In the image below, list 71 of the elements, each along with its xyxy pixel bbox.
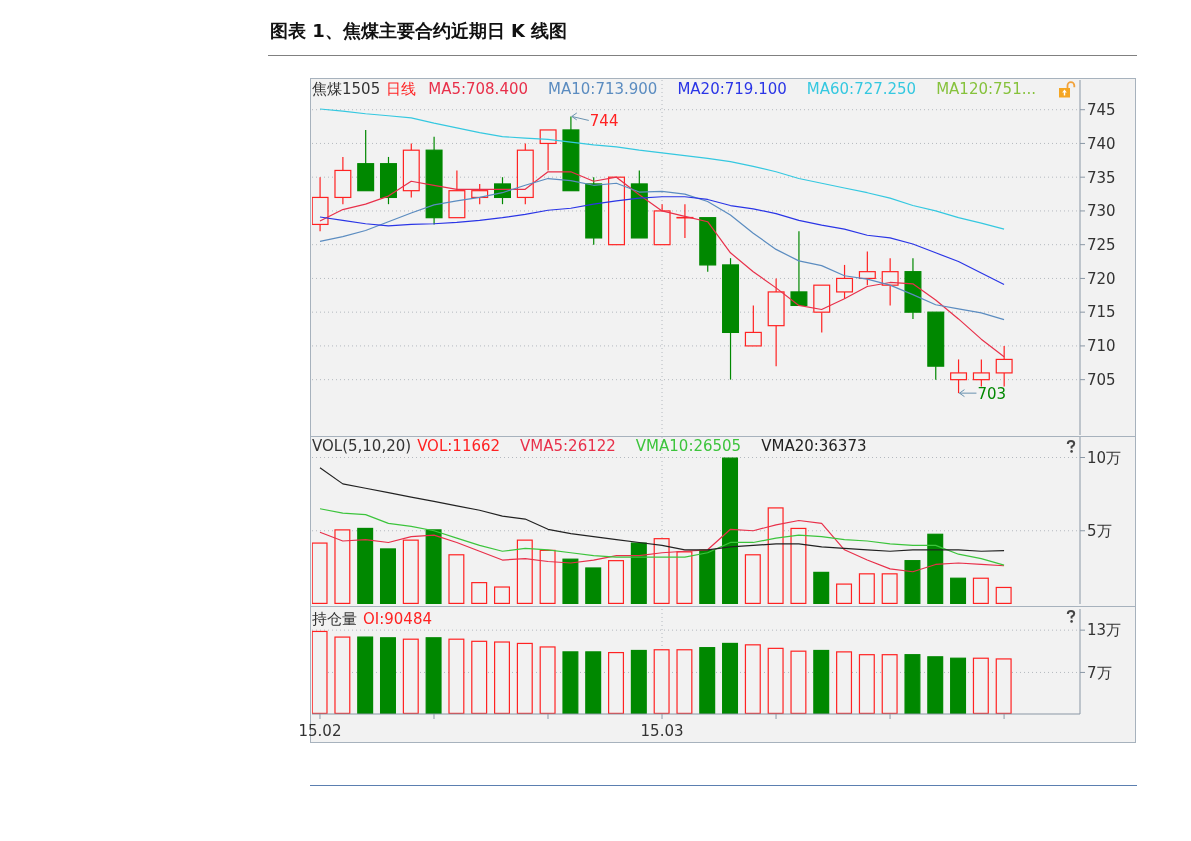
bar xyxy=(516,539,533,604)
bar xyxy=(972,577,989,604)
y-tick-label: 715 xyxy=(1087,303,1116,322)
y-tick-label: 725 xyxy=(1087,236,1116,254)
y-tick-label: 745 xyxy=(1087,101,1116,120)
legend-title: VOL(5,10,20) xyxy=(312,437,412,455)
text: VMA20:36373 xyxy=(761,437,867,455)
bar xyxy=(379,548,396,604)
x-tick-label: 15.02 xyxy=(298,722,342,740)
y-tick-label: 10万 xyxy=(1087,448,1122,467)
bar xyxy=(334,529,351,604)
bar xyxy=(904,560,921,604)
text: MA60:727.250 xyxy=(806,80,917,98)
y-tick-label: 740 xyxy=(1087,134,1116,153)
bar xyxy=(402,539,419,604)
y-tick-label: 730 xyxy=(1087,202,1116,221)
bar xyxy=(744,554,761,604)
bar xyxy=(676,551,693,604)
line-series xyxy=(319,108,1005,230)
annotation: 703 xyxy=(977,384,1007,403)
bar xyxy=(790,527,807,604)
bar xyxy=(767,507,784,604)
bar xyxy=(539,549,556,604)
text: MA20:719.100 xyxy=(677,80,787,98)
candlestick xyxy=(334,156,352,205)
text: MA5:708.400 xyxy=(428,80,529,98)
bar xyxy=(448,554,465,604)
text: MA10:713.900 xyxy=(548,80,658,98)
x-tick-label: 15.03 xyxy=(640,722,684,740)
series-label: OI:90484 xyxy=(363,610,433,628)
bar xyxy=(813,571,830,604)
y-tick-label: 5万 xyxy=(1087,522,1112,541)
candlestick xyxy=(904,257,922,320)
text: VMA5:26122 xyxy=(520,437,616,455)
bar xyxy=(995,586,1012,604)
y-tick-label: 7万 xyxy=(1087,663,1112,682)
text: VMA10:26505 xyxy=(635,437,742,455)
bar xyxy=(836,583,853,604)
bar xyxy=(653,538,670,604)
candlestick xyxy=(767,277,785,367)
y-tick-label: 735 xyxy=(1087,168,1116,187)
bar xyxy=(357,527,374,604)
annotation: MA120:751... xyxy=(936,80,1036,98)
bar xyxy=(950,577,967,604)
bar xyxy=(608,560,625,604)
annotation: 744 xyxy=(589,111,619,130)
candlestick xyxy=(425,136,443,226)
bar xyxy=(630,542,647,604)
annotation: 日线 xyxy=(386,80,417,98)
bar xyxy=(585,567,602,604)
bar xyxy=(425,529,442,604)
bar xyxy=(881,573,898,604)
line-series xyxy=(319,508,1005,566)
bar xyxy=(858,573,875,604)
line-series xyxy=(319,177,1005,321)
y-tick-label: 720 xyxy=(1087,269,1116,288)
line-series xyxy=(319,519,1005,573)
text: VOL:11662 xyxy=(417,437,501,455)
legend-title: 焦煤1505 xyxy=(312,80,381,98)
y-tick-label: 13万 xyxy=(1087,621,1122,640)
bar xyxy=(562,558,579,604)
bar xyxy=(699,549,716,604)
y-tick-label: 705 xyxy=(1087,370,1116,389)
bar xyxy=(722,457,739,604)
y-tick-label: 710 xyxy=(1087,337,1116,356)
legend-title: 持仓量 xyxy=(312,610,357,628)
line-series xyxy=(319,467,1005,552)
bar xyxy=(494,586,510,604)
chart-title: 图表 1、焦煤主要合约近期日 K 线图 xyxy=(270,20,568,41)
bar xyxy=(471,582,488,604)
bar xyxy=(927,533,944,604)
